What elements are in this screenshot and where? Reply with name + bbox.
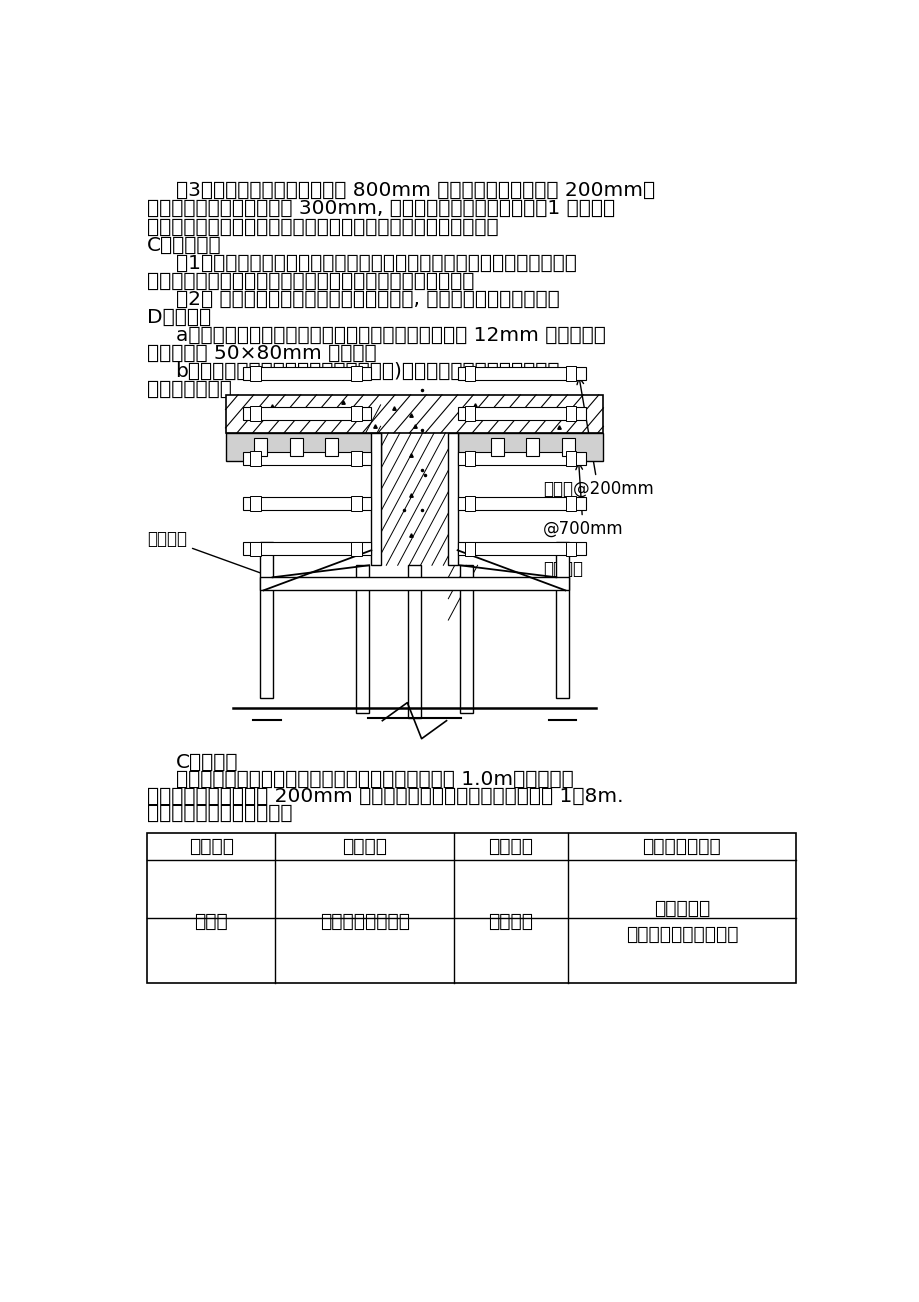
Bar (250, 406, 260, 421)
Bar (448, 434, 457, 565)
Bar (565, 542, 575, 556)
Bar (250, 542, 260, 556)
Text: 支模及加固方法: 支模及加固方法 (641, 837, 720, 855)
Bar (225, 434, 380, 461)
Text: 木龙骨@200mm: 木龙骨@200mm (542, 378, 652, 499)
Bar (289, 437, 302, 456)
Bar (351, 366, 361, 380)
Bar (351, 452, 361, 466)
Bar (408, 565, 420, 717)
Text: 上部距混凝土浇注面不大于 300mm, 构造柱边的自由墙体宽度不足1 米时，在: 上部距混凝土浇注面不大于 300mm, 构造柱边的自由墙体宽度不足1 米时，在 (147, 199, 615, 219)
Text: 钗管斜撇: 钗管斜撇 (147, 530, 268, 577)
Bar (250, 366, 260, 380)
Bar (351, 496, 361, 510)
Text: 配制一层: 配制一层 (488, 913, 533, 931)
Bar (565, 366, 575, 380)
Text: 在梁支架立杆宜采用双排或多排，纵向间距不应大于 1.0m。第一道水: 在梁支架立杆宜采用双排或多排，纵向间距不应大于 1.0m。第一道水 (176, 769, 573, 789)
Text: （3）构造柱模板加固间距按每 800mm 加一道，底层加固距地 200mm，: （3）构造柱模板加固间距按每 800mm 加一道，底层加固距地 200mm， (176, 181, 654, 201)
Bar (490, 437, 503, 456)
Text: 平拉杆离地必须保证有 200mm 高，以上各道水平拉杆步距不得大于 1。8m.: 平拉杆离地必须保证有 200mm 高，以上各道水平拉杆步距不得大于 1。8m. (147, 786, 623, 806)
Text: 钗管斜撇: 钗管斜撇 (542, 560, 582, 582)
Bar (351, 542, 361, 556)
Text: 定型模框竹胶合板: 定型模框竹胶合板 (319, 913, 409, 931)
Bar (259, 542, 272, 698)
Bar (254, 437, 267, 456)
Bar (356, 565, 369, 712)
Bar (565, 452, 575, 466)
Bar (464, 496, 474, 510)
Text: （1）过梁底模长度采用洞口预留尺寸减允许负偏差値进行制作，防止使用: （1）过梁底模长度采用洞口预留尺寸减允许负偏差値进行制作，防止使用 (176, 254, 576, 272)
Bar (460, 565, 472, 712)
Text: 定型模板拼
钗管扣件式脚手架加固: 定型模板拼 钗管扣件式脚手架加固 (625, 898, 737, 944)
Text: 配置数量: 配置数量 (488, 837, 533, 855)
Bar (457, 408, 585, 421)
Text: 板，龙骨为 50×80mm 木龙骨。: 板，龙骨为 50×80mm 木龙骨。 (147, 344, 376, 363)
Bar (464, 452, 474, 466)
Bar (565, 406, 575, 421)
Bar (243, 542, 371, 555)
Bar (457, 452, 585, 465)
Bar (457, 542, 585, 555)
Bar (351, 406, 361, 421)
Bar (325, 437, 338, 456)
Bar (464, 406, 474, 421)
Text: 采用钗管加固。: 采用钗管加固。 (147, 380, 232, 398)
Text: 加固构造柱模板时应同时加固柱边墙体，模板底部均留设清扫口。: 加固构造柱模板时应同时加固柱边墙体，模板底部均留设清扫口。 (147, 217, 498, 237)
Text: 结构部位: 结构部位 (188, 837, 233, 855)
Bar (464, 542, 474, 556)
Bar (526, 437, 539, 456)
Bar (562, 437, 574, 456)
Bar (457, 367, 585, 380)
Bar (243, 367, 371, 380)
Bar (225, 395, 603, 434)
Bar (556, 542, 569, 698)
Text: 构造柱: 构造柱 (194, 913, 228, 931)
Bar (457, 497, 585, 510)
Bar (259, 577, 569, 590)
Text: b、梁底模板与侧模板采用连接件（方木)连接，侧模之间采用螺栓连接: b、梁底模板与侧模板采用连接件（方木)连接，侧模之间采用螺栓连接 (176, 362, 560, 380)
Text: 时顶撞墙体，支设时与墙体间隙采用苯板填平，粘胶带固定。: 时顶撞墙体，支设时与墙体间隙采用苯板填平，粘胶带固定。 (147, 272, 474, 290)
Bar (243, 497, 371, 510)
Bar (250, 452, 260, 466)
Text: C、过梁模板: C、过梁模板 (147, 236, 221, 254)
Bar (371, 434, 380, 565)
Bar (243, 408, 371, 421)
Bar (250, 496, 260, 510)
Text: a、梁模板采用自制定型竹胶合板模板拼装，面板采用 12mm 覆膜竹胶合: a、梁模板采用自制定型竹胶合板模板拼装，面板采用 12mm 覆膜竹胶合 (176, 326, 605, 345)
Bar (565, 496, 575, 510)
Bar (243, 452, 371, 465)
Text: C、梁模板: C、梁模板 (176, 753, 238, 772)
Bar (457, 434, 603, 461)
Text: （2） 过梁底模采用圆木上钉制三角台支撇, 侧模采用短斜撇杆固定。: （2） 过梁底模采用圆木上钉制三角台支撇, 侧模采用短斜撇杆固定。 (176, 289, 559, 309)
Text: 三、模板选型及配置数量：: 三、模板选型及配置数量： (147, 803, 292, 823)
Bar (147, 833, 795, 983)
Text: 模板选型: 模板选型 (342, 837, 387, 855)
Text: @700mm: @700mm (542, 462, 623, 538)
Bar (464, 366, 474, 380)
Text: D、梁模板: D、梁模板 (147, 307, 211, 327)
